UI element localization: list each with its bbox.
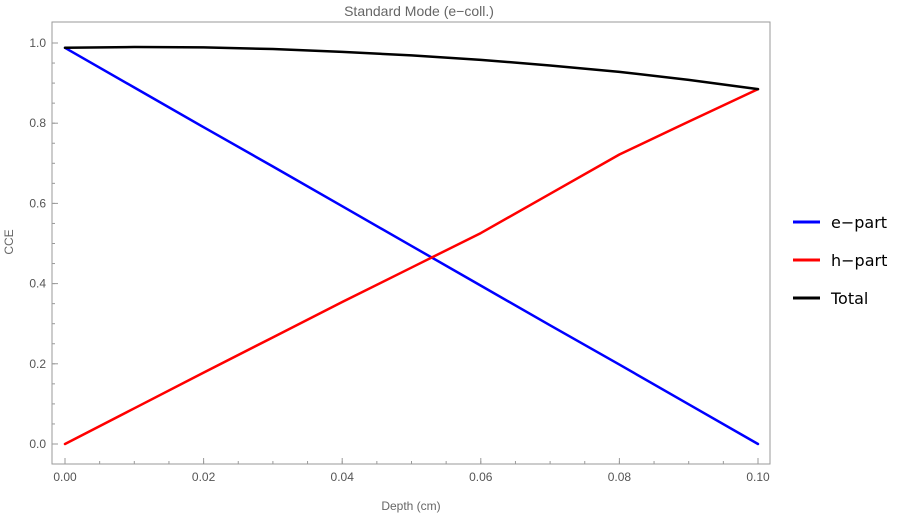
legend-label-total: Total	[830, 289, 868, 308]
chart-title: Standard Mode (e−coll.)	[344, 3, 494, 19]
x-tick-label: 0.04	[331, 470, 355, 484]
legend: e−part h−part Total	[793, 213, 887, 308]
x-axis-label: Depth (cm)	[381, 499, 440, 513]
series-line-e-part	[63, 46, 760, 446]
y-tick-label: 1.0	[29, 36, 46, 50]
x-tick-label: 0.06	[469, 470, 493, 484]
y-tick-label: 0.6	[29, 196, 46, 210]
series-line-total	[63, 45, 760, 91]
y-tick-label: 0.0	[29, 437, 46, 451]
x-tick-label: 0.00	[53, 470, 77, 484]
y-tick-label: 0.2	[29, 357, 46, 371]
y-axis-label: CCE	[2, 229, 16, 254]
y-tick-label: 0.4	[29, 277, 46, 291]
series-line-h-part	[63, 87, 760, 446]
legend-label-e-part: e−part	[831, 213, 887, 232]
axis-ticks: 0.00 0.02 0.04 0.06 0.08 0.10 0.0 0.2 0.4 0.6 0.8 1…	[29, 36, 770, 484]
x-tick-label: 0.10	[746, 470, 770, 484]
x-tick-label: 0.08	[608, 470, 632, 484]
plot-frame	[51, 21, 771, 465]
y-tick-label: 0.8	[29, 116, 46, 130]
legend-label-h-part: h−part	[831, 251, 887, 270]
series-lines	[63, 45, 760, 446]
x-tick-label: 0.02	[192, 470, 216, 484]
